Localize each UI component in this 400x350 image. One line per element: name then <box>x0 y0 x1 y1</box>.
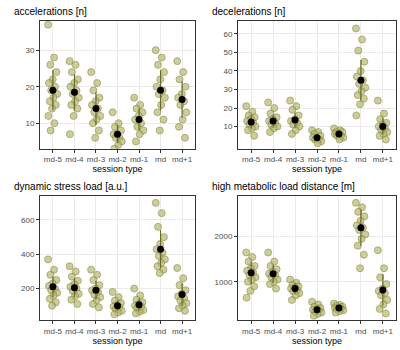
svg-text:md-5: md-5 <box>44 155 63 164</box>
svg-text:dynamic stress load [a.u.]: dynamic stress load [a.u.] <box>14 181 128 192</box>
svg-text:md-1: md-1 <box>130 155 149 164</box>
svg-text:md+1: md+1 <box>373 155 394 164</box>
svg-text:md-5: md-5 <box>44 327 63 336</box>
svg-text:md-2: md-2 <box>308 327 327 336</box>
svg-text:md-3: md-3 <box>87 327 106 336</box>
svg-text:session type: session type <box>292 164 342 174</box>
svg-text:md-5: md-5 <box>242 155 261 164</box>
svg-text:md: md <box>355 327 366 336</box>
svg-text:30: 30 <box>223 85 232 94</box>
svg-text:md-1: md-1 <box>130 327 149 336</box>
svg-text:1000: 1000 <box>215 278 233 287</box>
svg-text:session type: session type <box>92 164 142 174</box>
svg-text:10: 10 <box>223 122 232 131</box>
svg-text:md-4: md-4 <box>264 155 283 164</box>
svg-text:md: md <box>155 155 166 164</box>
svg-text:md-4: md-4 <box>65 327 84 336</box>
svg-text:2000: 2000 <box>215 232 233 241</box>
svg-text:md-1: md-1 <box>330 155 349 164</box>
svg-text:md+1: md+1 <box>172 327 193 336</box>
svg-text:30: 30 <box>25 46 34 55</box>
svg-text:md-2: md-2 <box>108 155 127 164</box>
svg-text:session type: session type <box>92 336 142 346</box>
svg-text:decelerations [n]: decelerations [n] <box>212 6 286 17</box>
svg-text:50: 50 <box>223 48 232 57</box>
svg-text:200: 200 <box>21 284 35 293</box>
svg-text:md-5: md-5 <box>242 327 261 336</box>
svg-text:md-2: md-2 <box>108 327 127 336</box>
svg-text:high metabolic load distance [: high metabolic load distance [m] <box>212 181 355 192</box>
svg-text:session type: session type <box>292 336 342 346</box>
svg-text:400: 400 <box>21 250 35 259</box>
svg-text:md-3: md-3 <box>87 155 106 164</box>
svg-text:md-3: md-3 <box>286 155 305 164</box>
svg-text:md-3: md-3 <box>286 327 305 336</box>
svg-text:60: 60 <box>223 30 232 39</box>
svg-text:md-4: md-4 <box>65 155 84 164</box>
svg-text:md-1: md-1 <box>330 327 349 336</box>
svg-text:md-4: md-4 <box>264 327 283 336</box>
svg-text:20: 20 <box>223 104 232 113</box>
svg-text:md: md <box>155 327 166 336</box>
svg-text:20: 20 <box>25 83 34 92</box>
svg-text:10: 10 <box>25 119 34 128</box>
svg-text:md+1: md+1 <box>172 155 193 164</box>
svg-text:md: md <box>355 155 366 164</box>
svg-text:accelerations [n]: accelerations [n] <box>14 6 87 17</box>
svg-text:md-2: md-2 <box>308 155 327 164</box>
svg-text:md+1: md+1 <box>373 327 394 336</box>
svg-text:600: 600 <box>21 216 35 225</box>
svg-text:40: 40 <box>223 67 232 76</box>
